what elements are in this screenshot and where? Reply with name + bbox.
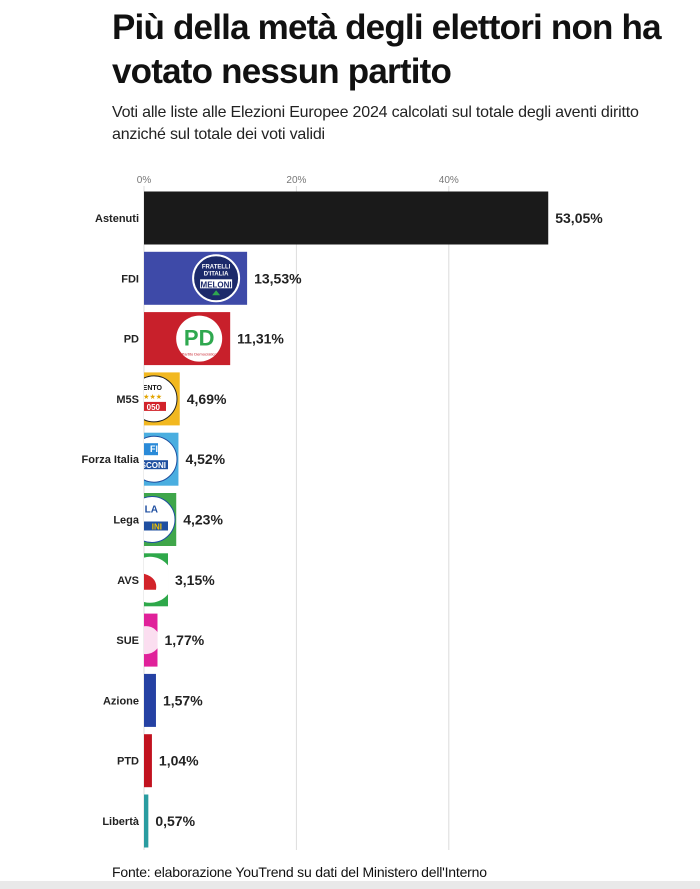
party-logo — [144, 626, 158, 655]
value-label: 4,23% — [183, 512, 223, 528]
bar-row-4: Forza Italia FI SCONI 4,52% — [82, 432, 226, 486]
value-label: 1,77% — [164, 632, 204, 648]
logo-circle — [176, 315, 223, 362]
logo-text: 050 — [147, 403, 161, 412]
category-label: Forza Italia — [82, 454, 140, 466]
chart-title: Più della metà degli elettori non ha vot… — [112, 8, 662, 91]
logo-band — [144, 521, 168, 531]
logo-circle — [144, 496, 176, 543]
category-label: M5S — [116, 394, 139, 406]
flame-icon — [212, 290, 221, 296]
category-label: Libertà — [102, 816, 140, 828]
category-label: PD — [124, 334, 139, 346]
category-label: SUE — [116, 635, 139, 647]
bottom-strip — [0, 881, 700, 889]
bar — [144, 673, 156, 727]
chart-subtitle: Voti alle liste alle Elezioni Europee 20… — [112, 104, 639, 143]
value-label: 11,31% — [237, 331, 284, 347]
logo-text: SCONI — [141, 461, 166, 470]
category-label: Azione — [103, 695, 139, 707]
bar-row-3: M5S MENTO★★★ 050 4,69% — [116, 372, 227, 426]
bar — [144, 794, 149, 848]
category-label: PTD — [117, 756, 139, 768]
bar-row-6: AVS 3,15% — [117, 553, 215, 607]
logo-band — [144, 401, 166, 411]
logo-circle — [192, 254, 241, 303]
value-label: 0,57% — [155, 813, 195, 829]
logo-circle — [144, 626, 158, 655]
bar-row-7: SUE 1,77% — [116, 613, 205, 667]
logo-text: D'ITALIA — [204, 271, 229, 277]
category-label: Lega — [113, 515, 140, 527]
category-label: AVS — [117, 575, 139, 587]
bar-row-9: PTD 1,04% — [117, 734, 199, 788]
value-label: 53,05% — [555, 210, 603, 226]
bar-row-5: Lega LA INI 4,23% — [113, 493, 223, 546]
logo-text: Partito Democratico — [182, 352, 218, 357]
logo-text: PD — [184, 326, 215, 351]
bar-row-8: Azione 1,57% — [103, 673, 203, 727]
logo-band — [144, 443, 158, 456]
bar — [144, 191, 549, 245]
source-note: Fonte: elaborazione YouTrend su dati del… — [112, 864, 487, 880]
x-tick-label-1: 20% — [286, 175, 306, 186]
bar-row-0: Astenuti 53,05% — [95, 191, 603, 245]
logo-text: ★★★ — [143, 393, 162, 401]
x-tick-label-0: 0% — [137, 175, 152, 186]
logo-text: FRATELLI — [202, 264, 231, 270]
logo-text: LA — [145, 505, 158, 516]
value-label: 1,57% — [163, 692, 203, 708]
logo-text: MENTO — [137, 385, 163, 392]
value-label: 4,69% — [187, 391, 227, 407]
party-logo: LA INI — [144, 496, 176, 543]
logo-band — [144, 460, 168, 470]
logo-text: FI — [150, 444, 158, 454]
logo-circle — [144, 556, 169, 603]
x-tick-label-2: 40% — [439, 175, 459, 186]
logo-shape — [144, 573, 157, 590]
logo-text: MELONI — [201, 280, 232, 289]
category-label: FDI — [121, 273, 139, 285]
bar — [144, 734, 152, 788]
party-logo — [144, 556, 169, 603]
value-label: 3,15% — [175, 572, 215, 588]
value-label: 1,04% — [159, 753, 199, 769]
logo-text: INI — [152, 523, 162, 532]
value-label: 4,52% — [185, 451, 225, 467]
party-logo: MENTO★★★ 050 — [137, 375, 178, 423]
bar-row-10: Libertà 0,57% — [102, 794, 196, 848]
party-logo: FI SCONI — [141, 435, 178, 483]
logo-band — [200, 279, 233, 289]
value-label: 13,53% — [254, 270, 302, 286]
category-label: Astenuti — [95, 213, 139, 225]
